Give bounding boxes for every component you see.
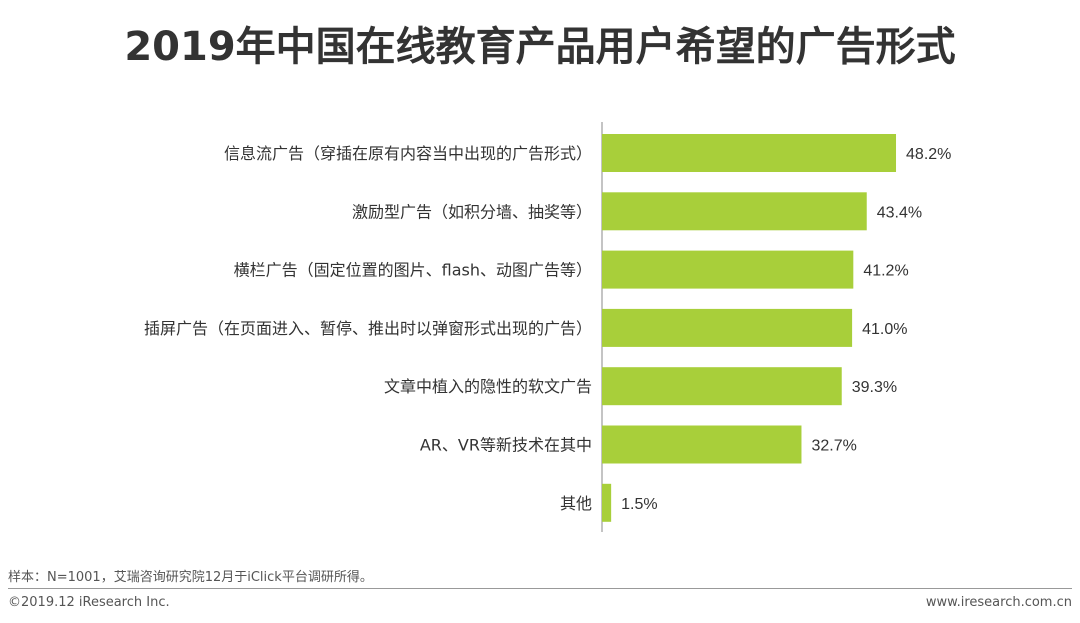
website-text: www.iresearch.com.cn <box>925 595 1072 610</box>
bar <box>602 192 867 231</box>
footer-divider <box>8 588 1072 589</box>
bar <box>602 134 897 172</box>
sample-note: 样本：N=1001，艾瑞咨询研究院12月于iClick平台调研所得。 <box>8 570 373 585</box>
category-label: 激励型广告（如积分墙、抽奖等） <box>352 202 592 221</box>
category-label: 插屏广告（在页面进入、暂停、推出时以弹窗形式出现的广告） <box>144 319 592 338</box>
copyright-text: ©2019.12 iResearch Inc. <box>8 595 170 610</box>
value-label: 41.0% <box>862 321 907 338</box>
bar <box>602 308 853 347</box>
bar <box>602 250 854 289</box>
bar-chart: 信息流广告（穿插在原有内容当中出现的广告形式） 48.2% 激励型广告（如积分墙、抽… <box>144 122 951 532</box>
value-label: 1.5% <box>621 496 657 513</box>
category-label: 文章中植入的隐性的软文广告 <box>384 377 592 396</box>
bar <box>602 425 802 464</box>
value-label: 39.3% <box>852 379 897 396</box>
value-label: 43.4% <box>877 204 922 221</box>
value-label: 48.2% <box>906 146 951 163</box>
category-label: 其他 <box>560 494 592 513</box>
bar <box>602 367 842 406</box>
category-label: AR、VR等新技术在其中 <box>420 436 592 455</box>
value-label: 41.2% <box>863 263 908 280</box>
bar <box>602 483 612 522</box>
chart-title: 2019年中国在线教育产品用户希望的广告形式 <box>124 24 956 70</box>
value-label: 32.7% <box>811 438 856 455</box>
category-label: 横栏广告（固定位置的图片、flash、动图广告等） <box>234 261 592 280</box>
category-label: 信息流广告（穿插在原有内容当中出现的广告形式） <box>224 144 592 163</box>
